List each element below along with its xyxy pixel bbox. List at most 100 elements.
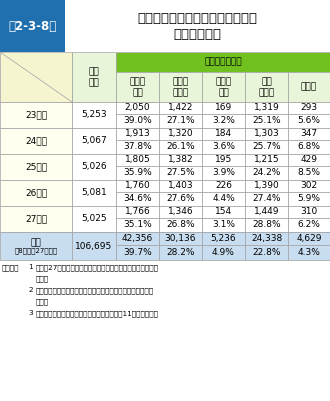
Text: 1: 1	[28, 264, 33, 270]
Bar	[288, 192, 330, 206]
Bar	[159, 128, 202, 140]
Text: 審議結果の区分: 審議結果の区分	[204, 57, 242, 67]
Text: 26年度: 26年度	[25, 188, 47, 198]
Bar	[202, 206, 245, 218]
Bar	[116, 102, 159, 114]
Text: 30,136: 30,136	[165, 234, 196, 243]
Bar	[0, 52, 72, 102]
Bar	[159, 218, 202, 232]
Bar	[288, 72, 330, 102]
Text: 28.2%: 28.2%	[166, 248, 195, 257]
Bar	[116, 180, 159, 192]
Bar	[202, 128, 245, 140]
Bar	[0, 128, 72, 154]
Text: 4.4%: 4.4%	[212, 194, 235, 203]
Text: 39.0%: 39.0%	[123, 116, 152, 126]
Text: 1,320: 1,320	[168, 130, 193, 138]
Bar	[245, 245, 288, 260]
Bar	[245, 206, 288, 218]
Text: り作成: り作成	[36, 275, 49, 282]
Bar	[116, 114, 159, 128]
Bar	[159, 154, 202, 166]
Bar	[72, 180, 116, 206]
Bar	[202, 192, 245, 206]
Bar	[159, 192, 202, 206]
Text: 5,081: 5,081	[81, 188, 107, 198]
Bar	[245, 166, 288, 180]
Bar	[159, 245, 202, 260]
Bar	[288, 114, 330, 128]
Bar	[159, 166, 202, 180]
Text: 35.1%: 35.1%	[123, 221, 152, 229]
Text: 27年度: 27年度	[25, 215, 47, 223]
Text: 27.6%: 27.6%	[166, 194, 195, 203]
Bar	[116, 128, 159, 140]
Bar	[288, 154, 330, 166]
Bar	[72, 52, 116, 102]
Text: 1,382: 1,382	[168, 156, 193, 164]
Bar	[116, 166, 159, 180]
Bar	[245, 192, 288, 206]
Bar	[72, 102, 116, 128]
Bar	[0, 0, 65, 52]
Text: 5,026: 5,026	[81, 162, 107, 172]
Text: 26.8%: 26.8%	[166, 221, 195, 229]
Text: 24年度: 24年度	[25, 136, 47, 146]
Text: 37.8%: 37.8%	[123, 142, 152, 152]
Bar	[245, 232, 288, 245]
Text: 5,025: 5,025	[81, 215, 107, 223]
Bar	[116, 52, 330, 72]
Text: 1,403: 1,403	[168, 182, 193, 190]
Bar	[0, 232, 72, 260]
Bar	[116, 206, 159, 218]
Bar	[0, 180, 72, 206]
Bar	[159, 140, 202, 154]
Text: 1,913: 1,913	[125, 130, 150, 138]
Text: 24,338: 24,338	[251, 234, 282, 243]
Bar	[202, 166, 245, 180]
Bar	[288, 180, 330, 192]
Text: 106,695: 106,695	[75, 241, 113, 251]
Text: 5,253: 5,253	[81, 111, 107, 119]
Bar	[245, 140, 288, 154]
Text: 1,766: 1,766	[125, 207, 150, 217]
Text: 3: 3	[28, 310, 33, 316]
Text: 429: 429	[301, 156, 317, 164]
Text: 累計: 累計	[31, 239, 41, 247]
Bar	[116, 140, 159, 154]
Text: 310: 310	[300, 207, 317, 217]
Text: 1,449: 1,449	[254, 207, 279, 217]
Text: 第2-3-8表: 第2-3-8表	[8, 20, 57, 32]
Bar	[72, 154, 116, 180]
Bar	[288, 140, 330, 154]
Bar	[159, 114, 202, 128]
Text: 1,303: 1,303	[254, 130, 280, 138]
Text: 1,319: 1,319	[254, 103, 280, 112]
Text: 39.7%: 39.7%	[123, 248, 152, 257]
Text: 3.2%: 3.2%	[212, 116, 235, 126]
Bar	[116, 192, 159, 206]
Bar	[159, 72, 202, 102]
Text: 5,236: 5,236	[211, 234, 236, 243]
Text: 1,805: 1,805	[125, 156, 150, 164]
Text: 1,422: 1,422	[168, 103, 193, 112]
Text: 6.8%: 6.8%	[298, 142, 320, 152]
Bar	[288, 232, 330, 245]
Text: 23年度: 23年度	[25, 111, 47, 119]
Text: 25.1%: 25.1%	[252, 116, 281, 126]
Bar	[245, 180, 288, 192]
Text: （8年度～27年度）: （8年度～27年度）	[15, 248, 57, 254]
Bar	[159, 232, 202, 245]
Bar	[202, 154, 245, 166]
Bar	[288, 166, 330, 180]
Bar	[202, 140, 245, 154]
Text: 26.1%: 26.1%	[166, 142, 195, 152]
Bar	[0, 102, 72, 128]
Text: 347: 347	[300, 130, 317, 138]
Bar	[245, 102, 288, 114]
Bar	[288, 128, 330, 140]
Text: 22.8%: 22.8%	[252, 248, 281, 257]
Bar	[202, 232, 245, 245]
Bar	[159, 180, 202, 192]
Text: 1,215: 1,215	[254, 156, 279, 164]
